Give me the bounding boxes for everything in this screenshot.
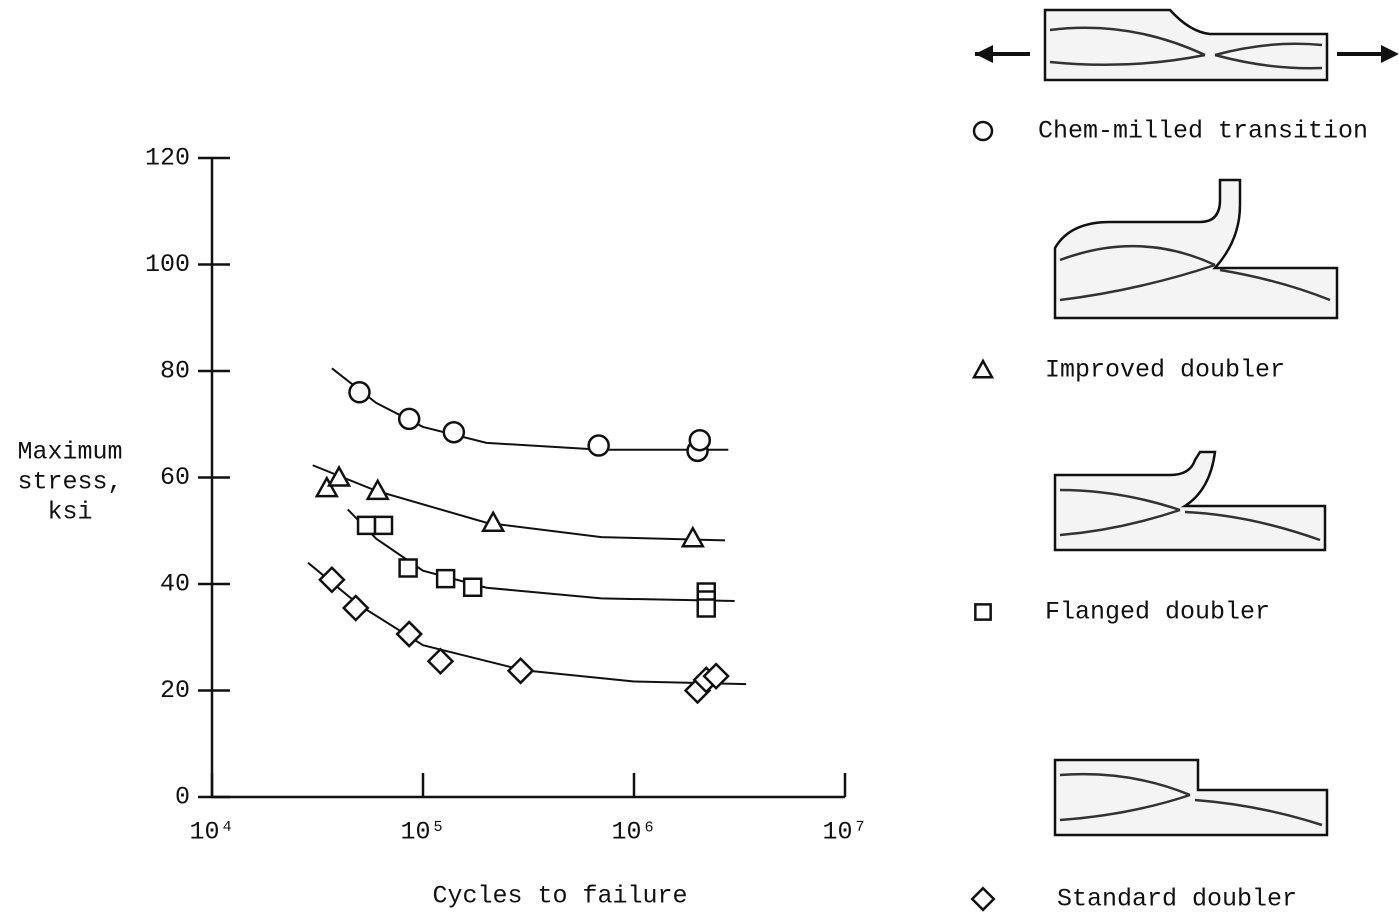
y-tick-label: 0	[175, 783, 190, 812]
marker	[368, 481, 388, 499]
y-axis-label: Maximum	[17, 438, 122, 467]
schematic	[1055, 180, 1337, 318]
x-tick-label: 10⁵	[400, 818, 445, 847]
marker	[399, 409, 419, 429]
y-tick-label: 20	[160, 676, 190, 705]
schematic	[1055, 452, 1325, 550]
marker	[589, 436, 609, 456]
marker	[329, 468, 349, 486]
schematic	[975, 10, 1399, 80]
y-tick-label: 80	[160, 357, 190, 386]
x-tick-label: 10⁴	[189, 818, 234, 847]
marker	[437, 570, 454, 587]
marker	[464, 579, 481, 596]
y-axis-label: ksi	[47, 498, 92, 527]
marker	[683, 528, 703, 546]
marker	[375, 517, 392, 534]
marker	[344, 596, 368, 620]
fit-curve	[332, 368, 728, 449]
legend-label: Chem-milled transition	[1038, 117, 1368, 146]
y-axis-label: stress,	[17, 468, 122, 497]
marker	[358, 517, 375, 534]
legend-label: Flanged doubler	[1045, 598, 1270, 627]
legend-marker	[974, 361, 992, 377]
schematic	[1055, 760, 1327, 835]
marker	[400, 560, 417, 577]
y-tick-label: 120	[145, 144, 190, 173]
marker	[444, 422, 464, 442]
legend-marker	[974, 122, 992, 140]
legend-label: Standard doubler	[1057, 885, 1297, 914]
x-tick-label: 10⁷	[822, 818, 867, 847]
marker	[349, 382, 369, 402]
chart: Cycles to failure Maximum stress, ksi 0 2…	[0, 0, 1399, 920]
fit-curve	[348, 509, 735, 601]
x-tick-label: 10⁶	[611, 818, 656, 847]
legend-label: Improved doubler	[1045, 356, 1285, 385]
marker	[428, 649, 452, 673]
marker	[509, 659, 533, 683]
legend-marker	[975, 604, 990, 619]
marker	[690, 430, 710, 450]
legend-marker	[972, 888, 994, 910]
y-tick-label: 60	[160, 463, 190, 492]
x-axis-label: Cycles to failure	[432, 882, 687, 911]
y-tick-label: 100	[145, 250, 190, 279]
y-tick-label: 40	[160, 570, 190, 599]
marker	[698, 599, 715, 616]
